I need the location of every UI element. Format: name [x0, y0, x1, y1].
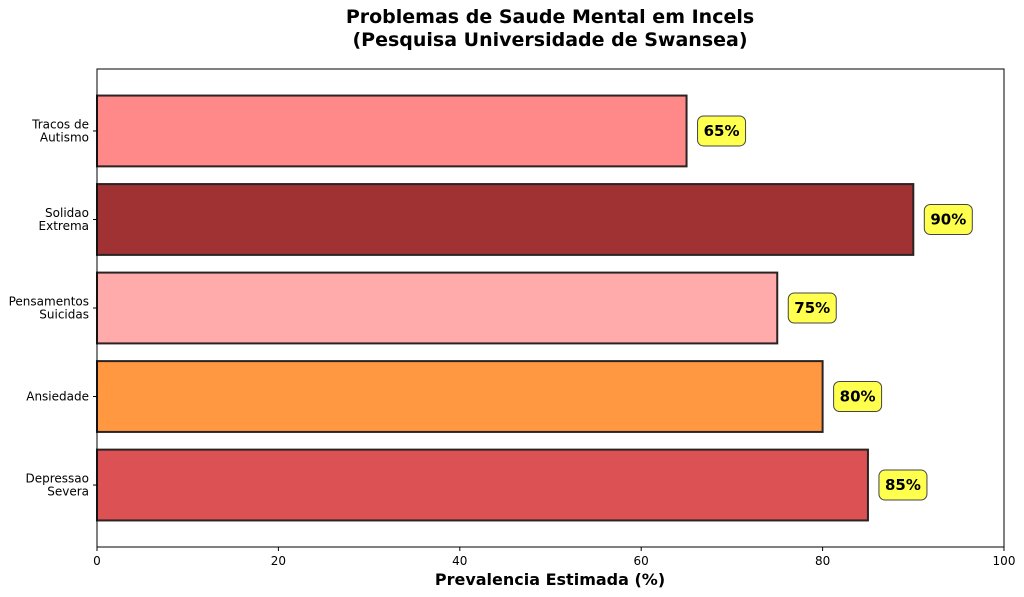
bar [96, 448, 869, 522]
y-tick-label-line: Extrema [39, 219, 89, 233]
data-label-text: 75% [794, 299, 830, 317]
y-tick-label: Solidao Extrema [39, 206, 89, 233]
x-tick-label: 20 [271, 554, 286, 568]
data-label-box [923, 203, 973, 235]
y-tick-label-line: Suicidas [39, 308, 89, 322]
data-label: 75% [787, 292, 837, 324]
y-tick-label: Tracos de Autismo [31, 117, 89, 144]
data-label-text: 80% [840, 388, 876, 406]
data-label-text: 85% [885, 476, 921, 494]
data-label-box [787, 292, 837, 324]
x-tick-label: 40 [452, 554, 467, 568]
data-label: 90% [923, 203, 973, 235]
bar [96, 183, 915, 256]
data-label-box [697, 115, 747, 147]
x-tick-label: 80 [815, 554, 830, 568]
data-label-text: 90% [930, 210, 966, 228]
bars-layer [96, 94, 915, 522]
bar [96, 271, 779, 345]
data-label: 80% [833, 381, 883, 413]
y-tick-label: Ansiedade [26, 390, 89, 404]
y-tick-label: Pensamentos Suicidas [9, 295, 89, 322]
chart-title-line-1: Problemas de Saude Mental em Incels [346, 6, 754, 28]
y-tick-label-line: Tracos de [31, 117, 89, 131]
y-tick-label-line: Pensamentos [9, 295, 89, 309]
data-label: 85% [878, 469, 928, 501]
x-tick-label: 60 [634, 554, 649, 568]
y-tick-label-line: Autismo [40, 130, 89, 144]
bar [96, 94, 688, 168]
x-axis-label: Prevalencia Estimada (%) [435, 570, 665, 589]
data-labels-layer: 85% 80% 75% 90% 65% [697, 115, 973, 501]
plot-frame [96, 68, 1005, 548]
y-tick-label-line: Ansiedade [26, 390, 89, 404]
y-tick-label-line: Severa [47, 485, 89, 499]
x-tick-label: 100 [993, 554, 1016, 568]
x-axis-ticks: 0 20 40 60 80 100 [93, 547, 1015, 568]
y-tick-label: Depressao Severa [26, 472, 90, 499]
y-tick-label-line: Depressao [26, 472, 90, 486]
y-axis-ticks: Depressao Severa Ansiedade Pensamentos Suici… [9, 117, 97, 499]
data-label-text: 65% [704, 122, 740, 140]
y-tick-label-line: Solidao [45, 206, 89, 220]
bar [96, 360, 824, 433]
data-label: 65% [697, 115, 747, 147]
data-label-box [833, 381, 883, 413]
data-label-box [878, 469, 928, 501]
x-tick-label: 0 [93, 554, 101, 568]
chart-title-line-2: (Pesquisa Universidade de Swansea) [352, 29, 747, 51]
